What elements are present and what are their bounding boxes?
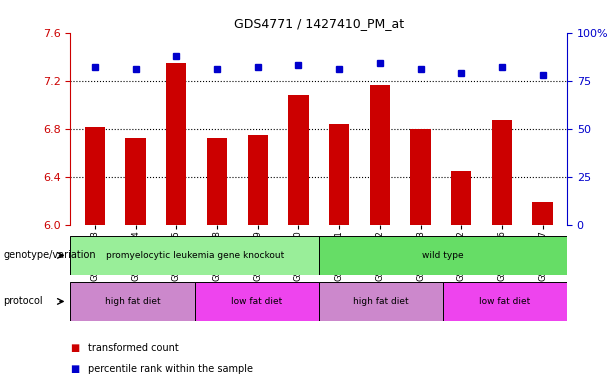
Text: low fat diet: low fat diet [231, 297, 283, 306]
Text: transformed count: transformed count [88, 343, 178, 353]
Bar [492, 120, 512, 225]
Bar [85, 127, 105, 225]
Bar [195, 282, 319, 321]
Text: ■: ■ [70, 364, 80, 374]
Text: wild type: wild type [422, 251, 463, 260]
Bar [166, 63, 186, 225]
Bar [443, 282, 567, 321]
Bar [126, 138, 146, 225]
Bar [319, 236, 567, 275]
Text: percentile rank within the sample: percentile rank within the sample [88, 364, 253, 374]
Text: high fat diet: high fat diet [105, 297, 161, 306]
Bar [410, 129, 431, 225]
Title: GDS4771 / 1427410_PM_at: GDS4771 / 1427410_PM_at [234, 17, 404, 30]
Text: ■: ■ [70, 343, 80, 353]
Bar [451, 170, 471, 225]
Text: low fat diet: low fat diet [479, 297, 531, 306]
Text: protocol: protocol [3, 296, 43, 306]
Bar [319, 282, 443, 321]
Bar [70, 282, 195, 321]
Bar [533, 202, 553, 225]
Bar [70, 236, 319, 275]
Bar [288, 95, 308, 225]
Bar [248, 135, 268, 225]
Text: promyelocytic leukemia gene knockout: promyelocytic leukemia gene knockout [105, 251, 284, 260]
Bar [329, 124, 349, 225]
Bar [207, 138, 227, 225]
Text: high fat diet: high fat diet [353, 297, 409, 306]
Text: genotype/variation: genotype/variation [3, 250, 96, 260]
Bar [370, 86, 390, 225]
